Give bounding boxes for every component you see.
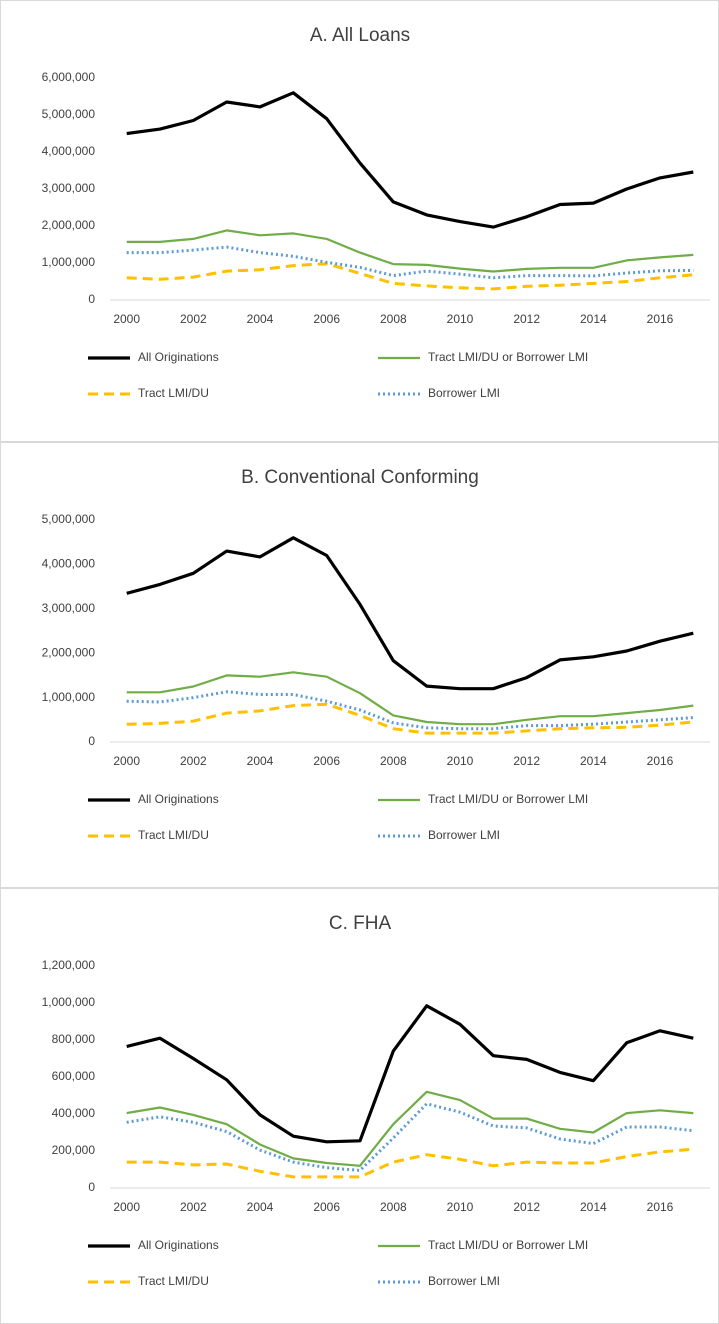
y-tick-label: 1,000,000	[42, 255, 96, 269]
legend-label: Tract LMI/DU or Borrower LMI	[428, 792, 588, 806]
series-line	[126, 536, 694, 691]
chart-title: C. FHA	[329, 913, 392, 934]
series-line	[126, 690, 694, 731]
panel-border	[0, 0, 719, 442]
legend-label: Borrower LMI	[428, 386, 500, 400]
x-tick-label: 2014	[580, 1200, 607, 1214]
chart-panel: C. FHA 0 200,000 400,000 600,000 800,000 1,000…	[0, 888, 719, 1324]
x-tick-label: 2010	[447, 312, 474, 326]
legend-label: Tract LMI/DU	[138, 1274, 209, 1288]
legend-label: Tract LMI/DU	[138, 386, 209, 400]
x-tick-label: 2002	[180, 1200, 207, 1214]
y-tick-label: 400,000	[52, 1106, 96, 1120]
y-tick-label: 0	[88, 734, 95, 748]
x-tick-label: 2012	[513, 312, 540, 326]
x-tick-label: 2000	[113, 754, 140, 768]
y-tick-label: 6,000,000	[42, 70, 96, 84]
y-tick-label: 3,000,000	[42, 181, 96, 195]
legend-label: Tract LMI/DU or Borrower LMI	[428, 350, 588, 364]
x-tick-label: 2008	[380, 312, 407, 326]
x-tick-label: 2006	[313, 1200, 340, 1214]
legend-label: All Originations	[138, 792, 219, 806]
y-tick-label: 2,000,000	[42, 218, 96, 232]
y-tick-label: 5,000,000	[42, 107, 96, 121]
series-line	[126, 1004, 694, 1144]
y-tick-label: 2,000,000	[42, 645, 96, 659]
x-tick-label: 2004	[247, 1200, 274, 1214]
series-line	[126, 1090, 694, 1167]
x-tick-label: 2008	[380, 1200, 407, 1214]
series-line	[126, 262, 694, 291]
x-tick-label: 2010	[447, 754, 474, 768]
y-tick-label: 800,000	[52, 1032, 96, 1046]
x-tick-label: 2012	[513, 1200, 540, 1214]
x-tick-label: 2014	[580, 754, 607, 768]
series-line	[126, 702, 694, 735]
x-tick-label: 2002	[180, 754, 207, 768]
legend-label: Tract LMI/DU	[138, 828, 209, 842]
x-tick-label: 2000	[113, 1200, 140, 1214]
y-tick-label: 3,000,000	[42, 601, 96, 615]
x-tick-label: 2004	[247, 312, 274, 326]
legend-label: Borrower LMI	[428, 828, 500, 842]
y-tick-label: 1,200,000	[42, 958, 96, 972]
y-tick-label: 1,000,000	[42, 690, 96, 704]
x-tick-label: 2002	[180, 312, 207, 326]
panel-border	[0, 888, 719, 1324]
y-tick-label: 5,000,000	[42, 512, 96, 526]
series-line	[126, 91, 694, 229]
legend-label: All Originations	[138, 350, 219, 364]
x-tick-label: 2014	[580, 312, 607, 326]
y-tick-label: 200,000	[52, 1143, 96, 1157]
chart-title: B. Conventional Conforming	[241, 467, 479, 488]
y-tick-label: 0	[88, 1180, 95, 1194]
legend-label: All Originations	[138, 1238, 219, 1252]
x-tick-label: 2004	[247, 754, 274, 768]
x-tick-label: 2016	[647, 754, 674, 768]
x-tick-label: 2012	[513, 754, 540, 768]
chart-panel: A. All Loans 0 1,000,000 2,000,000 3,000,000…	[0, 0, 719, 442]
series-line	[126, 229, 694, 273]
x-tick-label: 2008	[380, 754, 407, 768]
y-tick-label: 600,000	[52, 1069, 96, 1083]
x-tick-label: 2006	[313, 754, 340, 768]
y-tick-label: 4,000,000	[42, 557, 96, 571]
x-tick-label: 2010	[447, 1200, 474, 1214]
legend-label: Tract LMI/DU or Borrower LMI	[428, 1238, 588, 1252]
x-tick-label: 2006	[313, 312, 340, 326]
y-tick-label: 1,000,000	[42, 995, 96, 1009]
series-line	[126, 1147, 694, 1179]
y-tick-label: 4,000,000	[42, 144, 96, 158]
legend-label: Borrower LMI	[428, 1274, 500, 1288]
y-tick-label: 0	[88, 292, 95, 306]
series-line	[126, 1102, 694, 1172]
chart-title: A. All Loans	[310, 25, 410, 46]
series-line	[126, 671, 694, 726]
panel-border	[0, 442, 719, 888]
x-tick-label: 2000	[113, 312, 140, 326]
x-tick-label: 2016	[647, 1200, 674, 1214]
series-line	[126, 245, 694, 280]
chart-panel: B. Conventional Conforming 0 1,000,000 2,00…	[0, 442, 719, 888]
x-tick-label: 2016	[647, 312, 674, 326]
